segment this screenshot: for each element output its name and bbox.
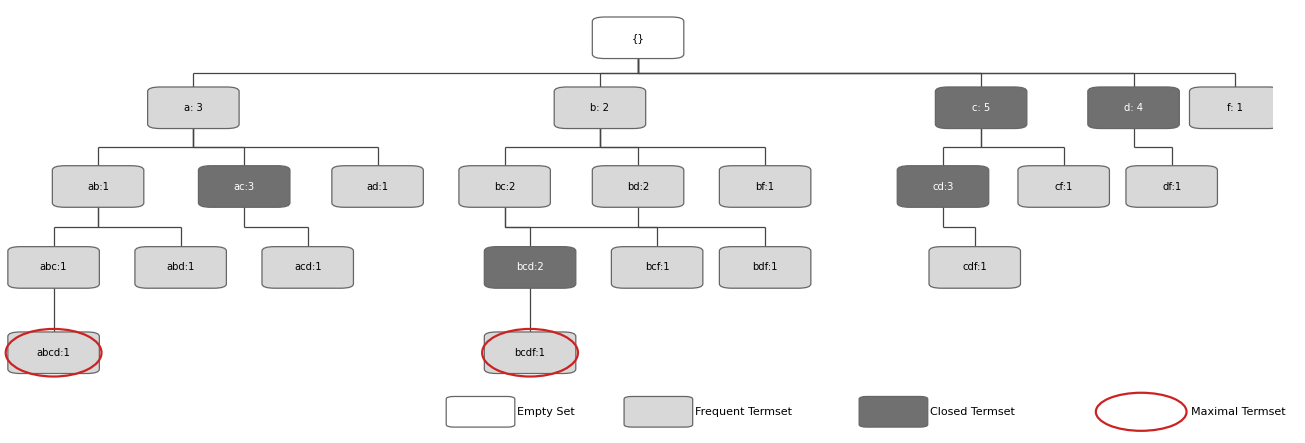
Text: f: 1: f: 1: [1227, 103, 1244, 113]
FancyBboxPatch shape: [719, 247, 810, 288]
Text: bcf:1: bcf:1: [645, 262, 669, 272]
Text: bd:2: bd:2: [626, 182, 649, 191]
FancyBboxPatch shape: [446, 396, 514, 427]
Text: ac:3: ac:3: [234, 182, 254, 191]
FancyBboxPatch shape: [592, 17, 684, 58]
Text: cd:3: cd:3: [932, 182, 954, 191]
Text: cdf:1: cdf:1: [962, 262, 987, 272]
FancyBboxPatch shape: [555, 87, 646, 128]
FancyBboxPatch shape: [484, 332, 576, 373]
Text: acd:1: acd:1: [294, 262, 321, 272]
FancyBboxPatch shape: [134, 247, 226, 288]
Text: ad:1: ad:1: [367, 182, 389, 191]
FancyBboxPatch shape: [198, 166, 290, 207]
Text: bcdf:1: bcdf:1: [514, 348, 545, 358]
FancyBboxPatch shape: [1126, 166, 1218, 207]
FancyBboxPatch shape: [1018, 166, 1109, 207]
FancyBboxPatch shape: [898, 166, 989, 207]
FancyBboxPatch shape: [611, 247, 703, 288]
Text: Empty Set: Empty Set: [517, 407, 576, 417]
FancyBboxPatch shape: [8, 332, 99, 373]
Text: cf:1: cf:1: [1054, 182, 1073, 191]
FancyBboxPatch shape: [719, 166, 810, 207]
FancyBboxPatch shape: [147, 87, 239, 128]
Text: abd:1: abd:1: [167, 262, 194, 272]
FancyBboxPatch shape: [1088, 87, 1180, 128]
Text: bdf:1: bdf:1: [753, 262, 778, 272]
Text: bcd:2: bcd:2: [517, 262, 544, 272]
Text: Maximal Termset: Maximal Termset: [1190, 407, 1285, 417]
Text: Frequent Termset: Frequent Termset: [696, 407, 792, 417]
Text: bf:1: bf:1: [756, 182, 775, 191]
Text: abcd:1: abcd:1: [37, 348, 70, 358]
Text: b: 2: b: 2: [590, 103, 609, 113]
FancyBboxPatch shape: [52, 166, 144, 207]
FancyBboxPatch shape: [262, 247, 354, 288]
FancyBboxPatch shape: [484, 247, 576, 288]
FancyBboxPatch shape: [929, 247, 1021, 288]
FancyBboxPatch shape: [624, 396, 693, 427]
FancyBboxPatch shape: [331, 166, 423, 207]
Text: c: 5: c: 5: [972, 103, 990, 113]
FancyBboxPatch shape: [859, 396, 928, 427]
Text: d: 4: d: 4: [1124, 103, 1143, 113]
Text: Closed Termset: Closed Termset: [930, 407, 1015, 417]
Text: bc:2: bc:2: [495, 182, 515, 191]
FancyBboxPatch shape: [592, 166, 684, 207]
Text: df:1: df:1: [1161, 182, 1181, 191]
Text: abc:1: abc:1: [40, 262, 68, 272]
FancyBboxPatch shape: [459, 166, 551, 207]
FancyBboxPatch shape: [936, 87, 1027, 128]
Text: {}: {}: [632, 33, 645, 43]
FancyBboxPatch shape: [1189, 87, 1282, 128]
FancyBboxPatch shape: [8, 247, 99, 288]
Text: a: 3: a: 3: [184, 103, 202, 113]
Text: ab:1: ab:1: [87, 182, 110, 191]
